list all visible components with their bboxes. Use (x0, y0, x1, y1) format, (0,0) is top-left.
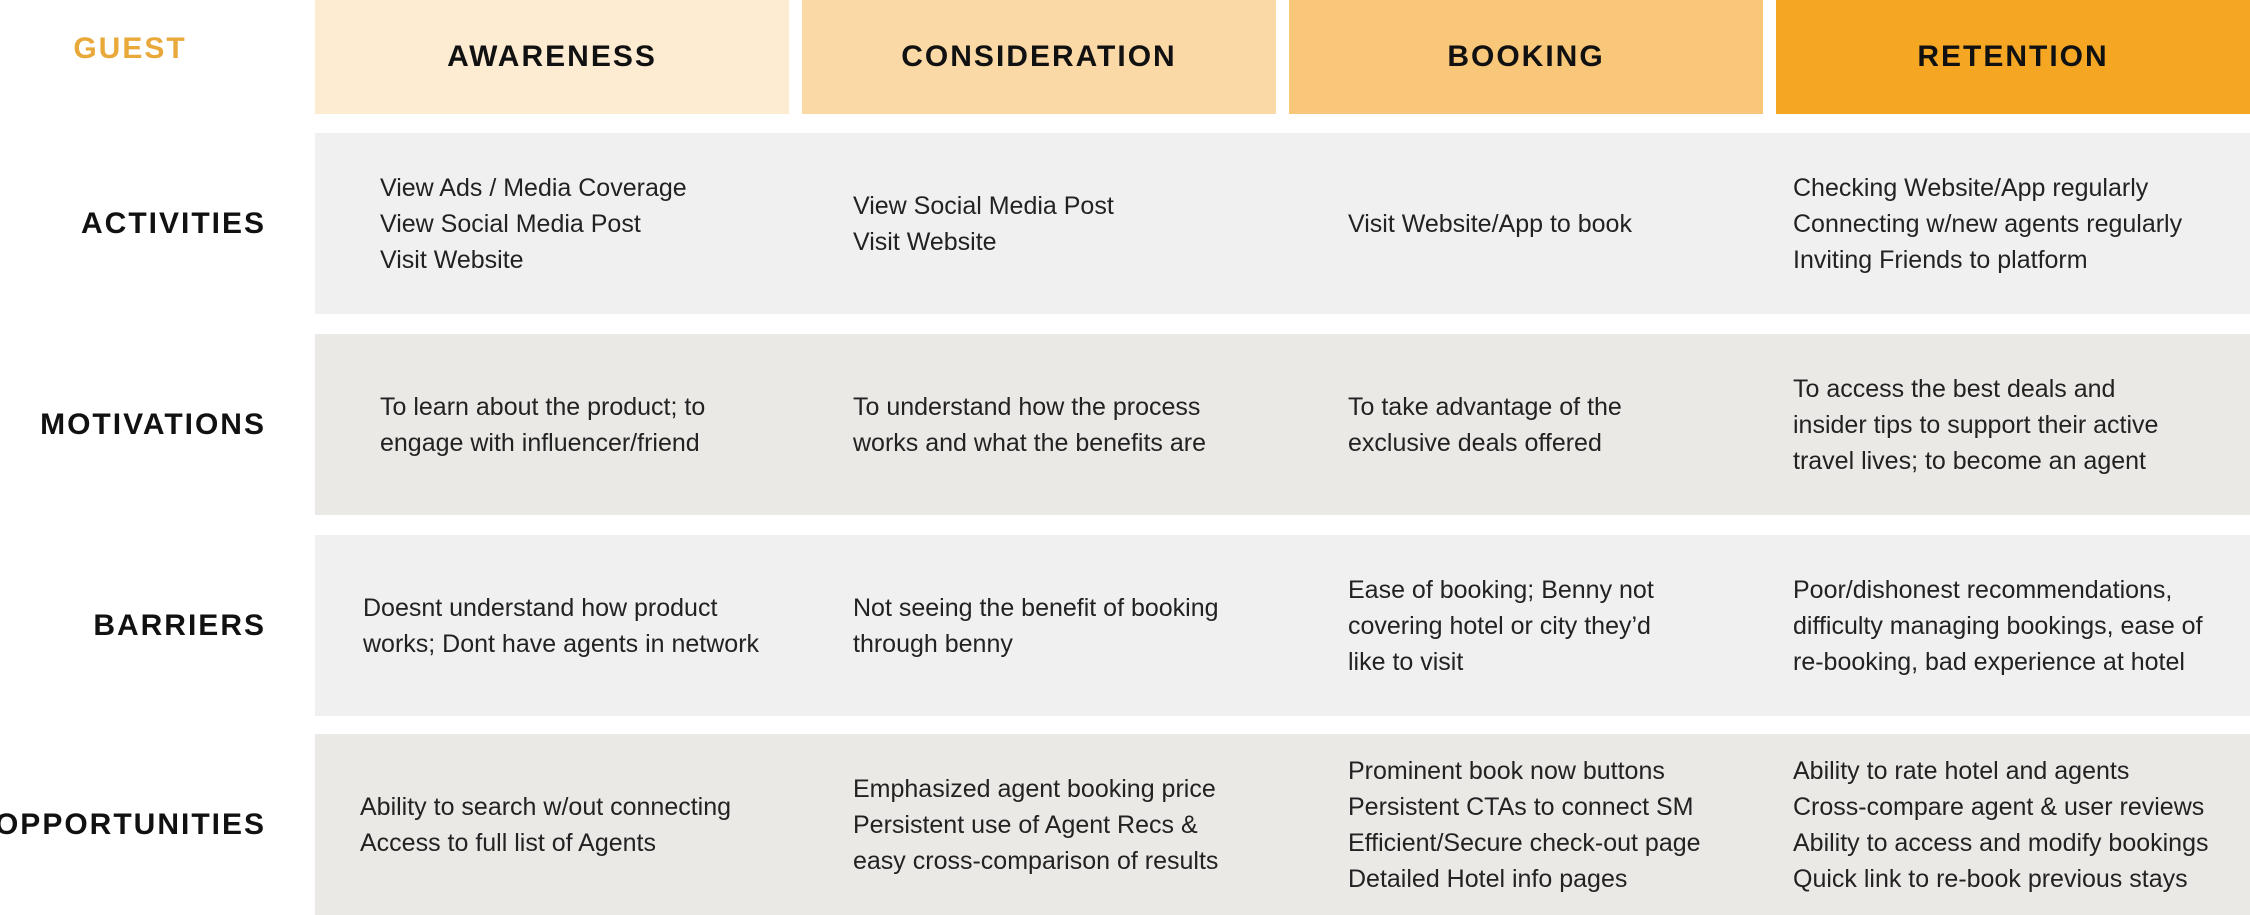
cell-text-line: Cross-compare agent & user reviews (1793, 792, 2205, 821)
stage-header-retention: RETENTION (1776, 0, 2250, 114)
cell-text-line: easy cross-comparison of results (853, 846, 1219, 875)
stage-header-awareness: AWARENESS (315, 0, 789, 114)
cell-text-line: engage with influencer/friend (380, 428, 700, 457)
cell-text-line: To learn about the product; to (380, 392, 706, 421)
cell-barriers-awareness: Doesnt understand how product works; Dont… (363, 535, 833, 716)
cell-barriers-booking: Ease of booking; Benny not covering hotel… (1348, 535, 1768, 716)
cell-text-line: like to visit (1348, 647, 1464, 676)
cell-text-line: Not seeing the benefit of booking (853, 593, 1219, 622)
cell-activities-awareness: View Ads / Media Coverage View Social Med… (380, 133, 850, 314)
guest-label: GUEST (73, 32, 187, 65)
cell-opportunities-retention: Ability to rate hotel and agents Cross-co… (1793, 734, 2250, 915)
row-label-barriers: BARRIERS (93, 608, 266, 642)
cell-text-line: View Social Media Post (853, 191, 1114, 220)
cell-text-line: To access the best deals and (1793, 374, 2116, 403)
cell-text-line: Ease of booking; Benny not (1348, 575, 1654, 604)
cell-text-line: insider tips to support their active (1793, 410, 2159, 439)
cell-text-line: To understand how the process (853, 392, 1201, 421)
cell-text-line: Efficient/Secure check-out page (1348, 828, 1701, 857)
cell-text-line: Ability to search w/out connecting (360, 792, 732, 821)
cell-text-line: Quick link to re-book previous stays (1793, 864, 2188, 893)
row-label-motivations: MOTIVATIONS (40, 407, 266, 441)
cell-text-line: Ability to access and modify bookings (1793, 828, 2209, 857)
cell-text-line: To take advantage of the (1348, 392, 1622, 421)
cell-text-line: View Ads / Media Coverage (380, 173, 687, 202)
cell-text-line: covering hotel or city they’d (1348, 611, 1651, 640)
cell-opportunities-booking: Prominent book now buttons Persistent CTA… (1348, 734, 1768, 915)
cell-text-line: Visit Website (853, 227, 997, 256)
row-label-activities: ACTIVITIES (80, 206, 266, 240)
cell-text-line: Access to full list of Agents (360, 828, 656, 857)
cell-activities-consideration: View Social Media Post Visit Website (853, 133, 1283, 314)
stage-header-booking: BOOKING (1289, 0, 1763, 114)
cell-activities-retention: Checking Website/App regularly Connecting… (1793, 133, 2250, 314)
cell-text-line: travel lives; to become an agent (1793, 446, 2146, 475)
cell-text-line: Connecting w/new agents regularly (1793, 209, 2183, 238)
cell-opportunities-consideration: Emphasized agent booking price Persistent… (853, 734, 1283, 915)
cell-motivations-awareness: To learn about the product; to engage wit… (380, 334, 850, 515)
cell-text-line: Prominent book now buttons (1348, 756, 1665, 785)
cell-opportunities-awareness: Ability to search w/out connecting Access… (360, 734, 830, 915)
row-band-barriers (315, 535, 2250, 716)
cell-motivations-retention: To access the best deals and insider tips… (1793, 334, 2250, 515)
cell-text-line: exclusive deals offered (1348, 428, 1602, 457)
cell-text-line: Visit Website (380, 245, 524, 274)
cell-text-line: Checking Website/App regularly (1793, 173, 2149, 202)
cell-motivations-consideration: To understand how the process works and w… (853, 334, 1283, 515)
cell-text-line: View Social Media Post (380, 209, 641, 238)
cell-text-line: works and what the benefits are (853, 428, 1206, 457)
cell-text-line: difficulty managing bookings, ease of (1793, 611, 2203, 640)
cell-text-line: re-booking, bad experience at hotel (1793, 647, 2185, 676)
cell-text-line: Persistent CTAs to connect SM (1348, 792, 1694, 821)
row-band-opportunities (315, 734, 2250, 915)
stage-header-consideration: CONSIDERATION (802, 0, 1276, 114)
cell-text-line: through benny (853, 629, 1013, 658)
cell-text-line: works; Dont have agents in network (363, 629, 760, 658)
row-band-motivations (315, 334, 2250, 515)
cell-text-line: Doesnt understand how product (363, 593, 718, 622)
cell-barriers-consideration: Not seeing the benefit of booking through… (853, 535, 1283, 716)
row-band-activities (315, 133, 2250, 314)
row-label-opportunities: OPPORTUNITIES (0, 807, 266, 841)
cell-motivations-booking: To take advantage of the exclusive deals … (1348, 334, 1768, 515)
cell-activities-booking: Visit Website/App to book (1348, 133, 1768, 314)
cell-text-line: Ability to rate hotel and agents (1793, 756, 2130, 785)
cell-text-line: Persistent use of Agent Recs & (853, 810, 1198, 839)
cell-barriers-retention: Poor/dishonest recommendations, difficult… (1793, 535, 2250, 716)
cell-text-line: Detailed Hotel info pages (1348, 864, 1628, 893)
cell-text-line: Poor/dishonest recommendations, (1793, 575, 2173, 604)
cell-text-line: Inviting Friends to platform (1793, 245, 2088, 274)
cell-text-line: Emphasized agent booking price (853, 774, 1216, 803)
cell-text-line: Visit Website/App to book (1348, 209, 1632, 238)
